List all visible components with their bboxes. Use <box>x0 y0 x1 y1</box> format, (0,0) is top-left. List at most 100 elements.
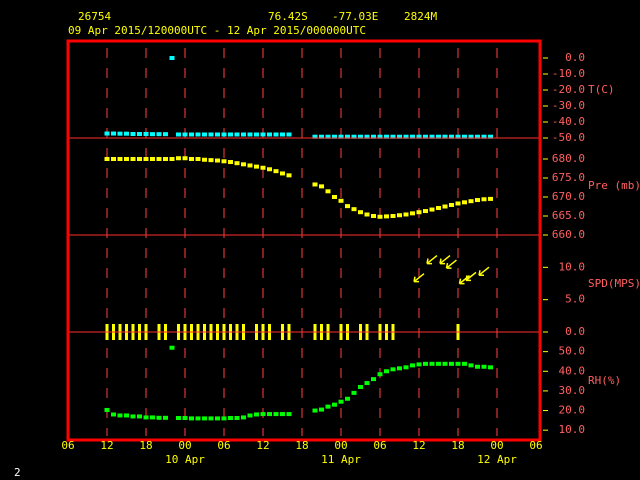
data-point <box>150 132 155 137</box>
wind-arrow <box>413 273 425 283</box>
data-point <box>254 164 259 169</box>
y-tick-label: 40.0 <box>559 364 586 377</box>
data-point <box>312 182 318 187</box>
data-point <box>364 381 370 386</box>
data-point <box>351 134 357 139</box>
data-point <box>371 377 376 382</box>
data-point <box>403 212 409 217</box>
x-tick-label: 12 <box>100 439 113 452</box>
y-axis-label: T(C) <box>588 83 615 96</box>
data-point <box>332 402 337 407</box>
data-point <box>202 416 207 421</box>
data-point <box>481 134 487 139</box>
data-point <box>182 156 188 161</box>
data-point <box>390 214 396 218</box>
data-point <box>325 404 331 409</box>
data-point <box>449 202 454 207</box>
data-point <box>234 161 240 166</box>
wind-arrow <box>458 275 470 285</box>
data-point <box>215 416 220 421</box>
x-tick-label: 00 <box>178 439 191 452</box>
data-point <box>234 416 240 421</box>
data-point <box>254 412 259 417</box>
data-point <box>319 134 324 139</box>
x-tick-label: 18 <box>139 439 152 452</box>
data-point <box>215 158 220 163</box>
data-point <box>163 157 168 161</box>
data-point <box>312 134 318 139</box>
x-tick-label: 06 <box>217 439 230 452</box>
data-point <box>189 416 194 421</box>
data-point <box>384 214 389 219</box>
wind-arrow <box>439 254 451 265</box>
data-point <box>475 134 480 139</box>
data-point <box>130 132 136 136</box>
y-tick-label: 0.0 <box>565 51 585 64</box>
data-point <box>202 132 207 137</box>
data-point <box>436 206 441 211</box>
data-point <box>325 134 331 139</box>
x-tick-label: 06 <box>373 439 386 452</box>
data-point <box>410 363 415 368</box>
data-point <box>371 134 376 139</box>
data-point <box>429 361 435 366</box>
data-point <box>481 197 487 202</box>
data-point <box>182 132 188 137</box>
data-point <box>423 134 428 139</box>
data-point <box>351 390 357 395</box>
x-tick-label: 00 <box>490 439 503 452</box>
station-id: 26754 <box>78 10 111 23</box>
data-point <box>286 132 292 137</box>
data-point <box>468 363 474 368</box>
y-tick-label: 0.0 <box>565 325 585 338</box>
data-point <box>488 134 493 139</box>
y-tick-label: 50.0 <box>559 345 586 358</box>
wind-arrow <box>445 259 457 269</box>
data-point <box>442 204 448 209</box>
data-point <box>416 134 422 139</box>
data-point <box>481 364 487 369</box>
data-point <box>169 56 175 60</box>
y-tick-label: 10.0 <box>559 260 586 273</box>
data-point <box>215 132 220 137</box>
data-point <box>442 361 448 366</box>
y-tick-label: 20.0 <box>559 404 586 417</box>
day-label: 11 Apr <box>321 453 361 466</box>
y-tick-label: 675.0 <box>552 171 585 184</box>
data-point <box>182 416 188 421</box>
data-point <box>260 412 266 417</box>
plot-area <box>104 48 498 436</box>
data-point <box>117 131 123 136</box>
data-point <box>130 414 136 419</box>
y-tick-label: 665.0 <box>552 209 585 222</box>
data-point <box>286 412 292 417</box>
day-label: 12 Apr <box>477 453 517 466</box>
data-point <box>163 415 168 420</box>
data-point <box>176 132 181 137</box>
y-tick-label: -30.0 <box>552 99 585 112</box>
y-tick-label: 30.0 <box>559 384 586 397</box>
data-point <box>416 210 422 215</box>
data-point <box>104 157 110 161</box>
data-point <box>111 412 116 417</box>
y-axis-label: RH(%) <box>588 374 621 387</box>
longitude: -77.03E <box>332 10 378 23</box>
data-point <box>345 396 350 401</box>
data-point <box>312 408 318 413</box>
data-point <box>468 134 474 139</box>
data-point <box>150 157 155 161</box>
data-point <box>176 416 181 421</box>
data-point <box>143 157 149 161</box>
wind-arrow <box>465 271 477 282</box>
y-tick-label: -10.0 <box>552 67 585 80</box>
data-point <box>319 407 324 412</box>
data-point <box>156 157 162 161</box>
x-tick-label: 12 <box>256 439 269 452</box>
x-tick-label: 18 <box>451 439 464 452</box>
data-point <box>137 132 142 136</box>
data-point <box>150 415 155 420</box>
data-point <box>338 399 344 404</box>
data-point <box>436 361 441 366</box>
data-point <box>124 157 129 161</box>
